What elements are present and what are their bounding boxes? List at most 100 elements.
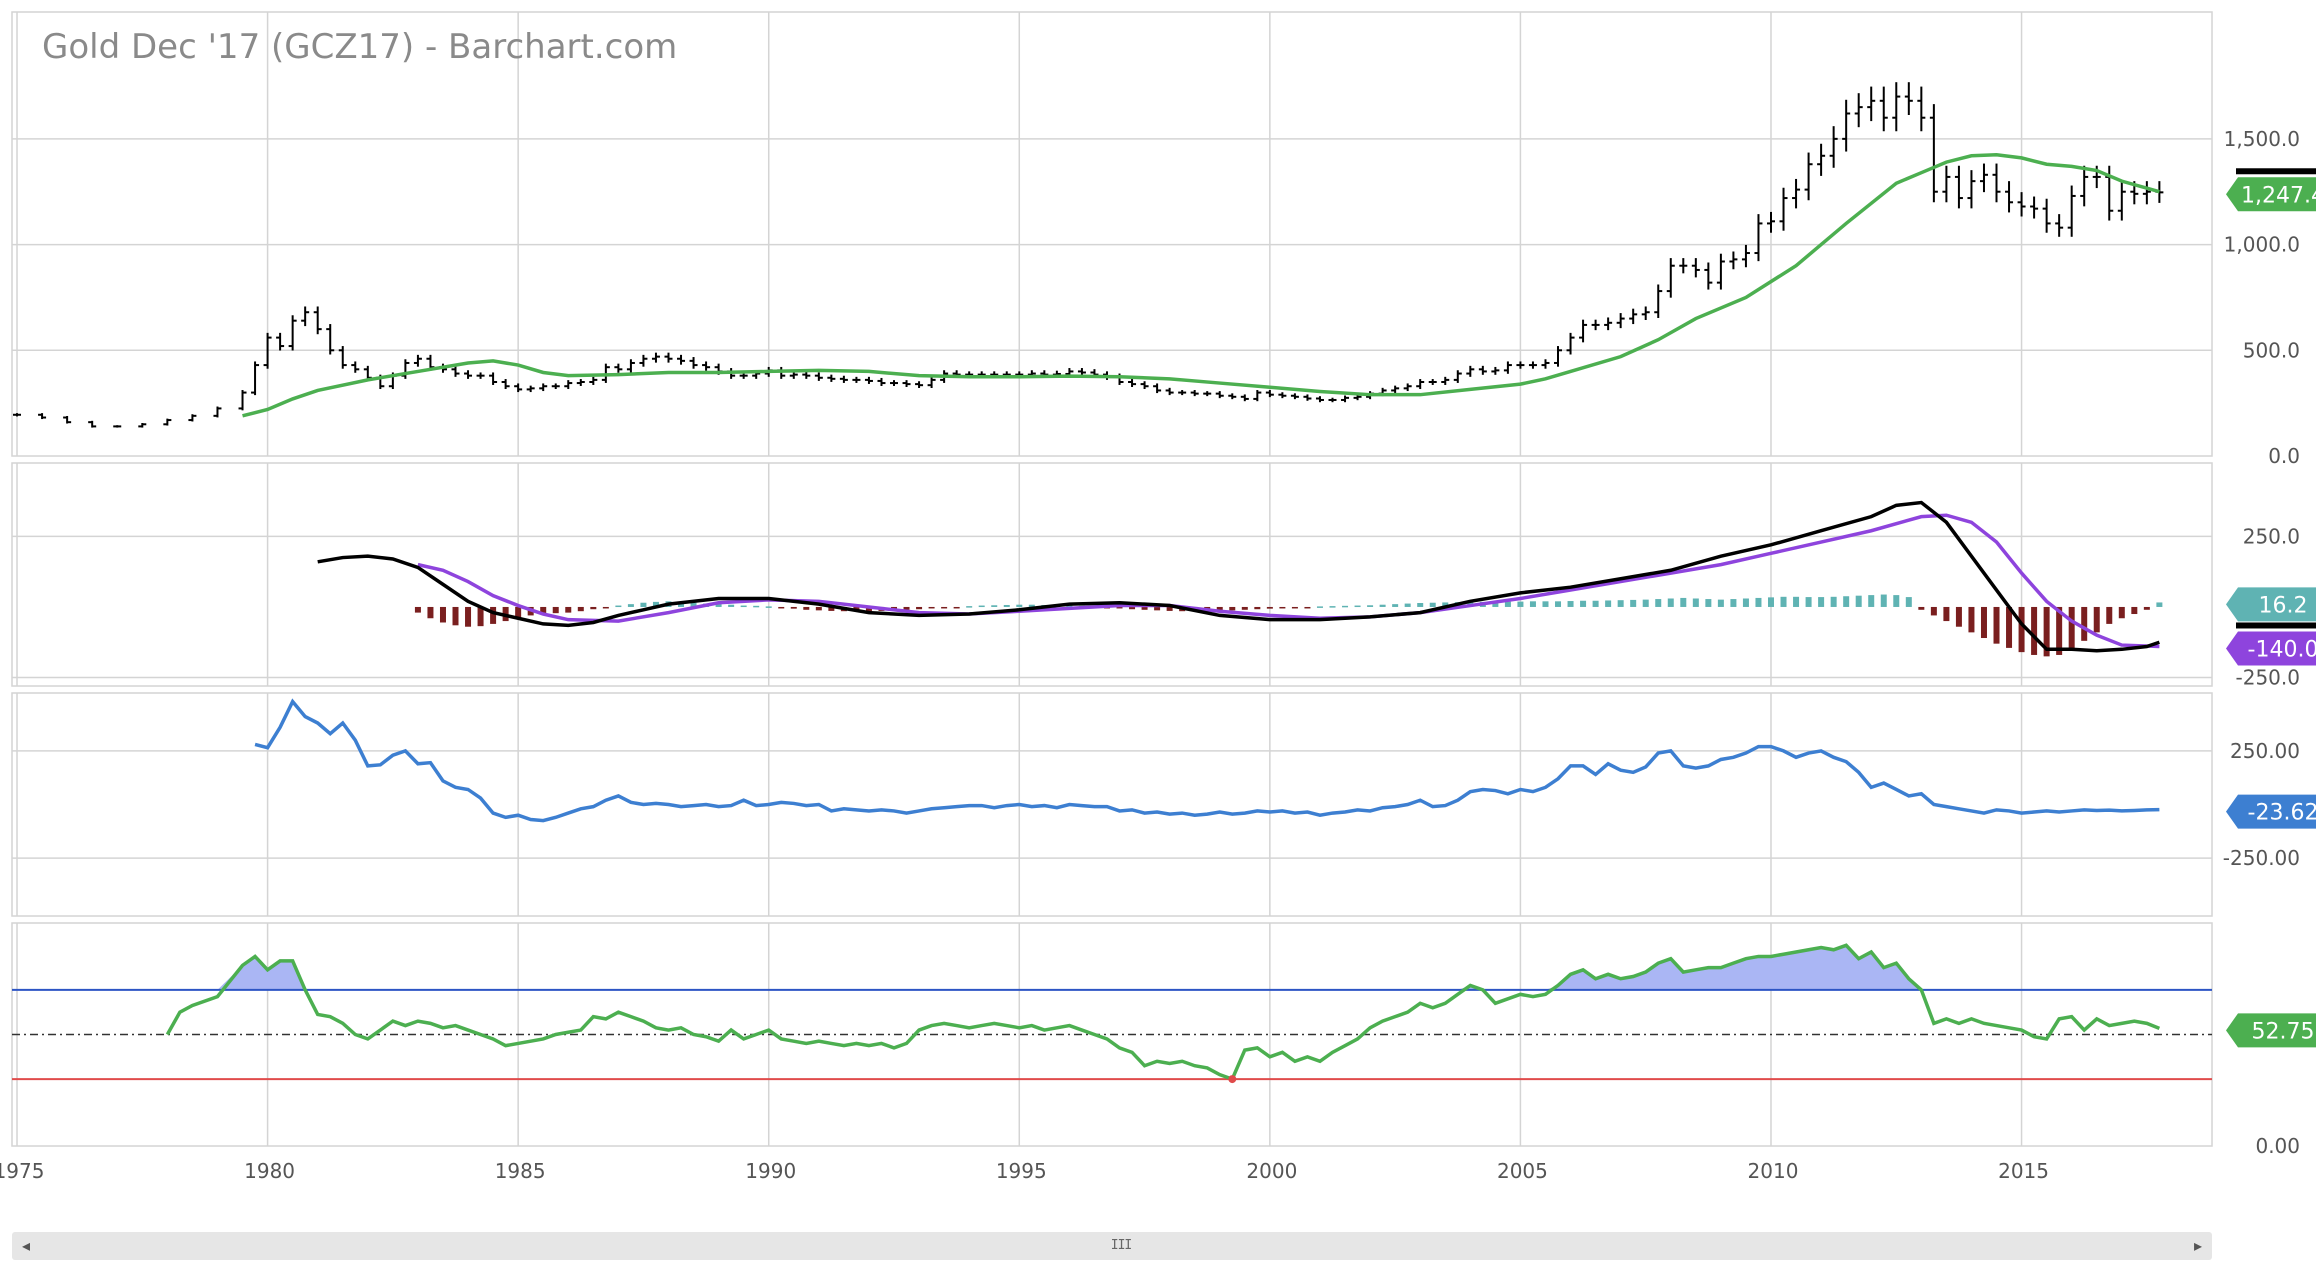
macd-histogram-bar	[1141, 606, 1148, 610]
macd-histogram-bar	[953, 606, 960, 609]
macd-histogram-bar	[1730, 599, 1737, 607]
macd-histogram-bar	[1767, 597, 1774, 607]
macd-histogram-bar	[1943, 606, 1950, 622]
macd-signal-tag: -140.0	[2226, 631, 2316, 666]
x-tick-label: 2005	[1497, 1159, 1548, 1183]
cci-pane-frame	[11, 692, 2213, 917]
macd-histogram-bar	[1367, 605, 1374, 607]
x-tick-label: 1985	[495, 1159, 546, 1183]
x-tick-label: 1990	[745, 1159, 796, 1183]
y-tick-label: 250.00	[2230, 739, 2300, 763]
macd-histogram-bar	[2018, 606, 2025, 653]
macd-signal-line	[417, 513, 2160, 649]
scroll-left-arrow-icon[interactable]: ◂	[21, 1236, 31, 1255]
macd-histogram-bar	[1066, 605, 1073, 607]
macd-histogram-bar	[2131, 606, 2138, 615]
macd-signal-tag-label: -140.0	[2248, 637, 2316, 662]
macd-histogram-bar	[1705, 599, 1712, 607]
y-tick-label: -250.0	[2236, 666, 2300, 690]
macd-histogram-bar	[778, 606, 785, 609]
macd-histogram-bar	[690, 602, 697, 607]
macd-histogram-bar	[2143, 606, 2150, 610]
macd-histogram-bar	[590, 606, 597, 610]
macd-histogram-bar	[1329, 606, 1336, 608]
scroll-right-arrow-icon[interactable]: ▸	[2193, 1236, 2203, 1255]
cci-tag-shape	[2226, 794, 2316, 829]
rsi-tag: 52.75	[2226, 1013, 2316, 1048]
macd-histogram-bar	[1655, 599, 1662, 607]
macd-histogram-bar	[1830, 596, 1837, 607]
macd-hist-tag-shape	[2226, 587, 2316, 622]
macd-histogram-bar	[865, 606, 872, 612]
macd-histogram-bar	[1905, 597, 1912, 607]
macd-histogram-bar	[1592, 600, 1599, 607]
x-tick-label: 1980	[244, 1159, 295, 1183]
macd-histogram-bar	[1642, 599, 1649, 607]
macd-histogram-bar	[1404, 603, 1411, 607]
rsi-tag-shape	[2226, 1013, 2316, 1048]
macd-histogram-bar	[1016, 604, 1023, 607]
last-price-tag-label: 1,247.4	[2241, 183, 2316, 208]
macd-histogram-bar	[1166, 606, 1173, 611]
macd-histogram-bar	[978, 605, 985, 608]
macd-histogram-bar	[1392, 604, 1399, 607]
time-scrollbar[interactable]: ◂ III ▸	[12, 1232, 2212, 1260]
macd-histogram-bar	[2068, 606, 2075, 650]
macd-histogram-bar	[1542, 601, 1549, 607]
macd-histogram-bar	[1291, 606, 1298, 609]
macd-histogram-bar	[652, 601, 659, 607]
macd-histogram-bar	[602, 606, 609, 609]
x-tick-label: 2010	[1748, 1159, 1799, 1183]
macd-hist-tag-label: 16.2	[2259, 593, 2308, 618]
x-tick-label: 2015	[1998, 1159, 2049, 1183]
y-tick-label: 0.00	[2255, 1134, 2300, 1158]
ohlc-bars	[13, 82, 2164, 428]
macd-histogram-bar	[765, 606, 772, 608]
macd-histogram-bar	[1980, 606, 1987, 639]
macd-histogram-bar	[1354, 605, 1361, 608]
macd-histogram-bar	[2156, 602, 2163, 607]
macd-histogram-bar	[1880, 594, 1887, 607]
x-tick-label: 1975	[0, 1159, 44, 1183]
macd-histogram-bar	[2043, 606, 2050, 657]
macd-histogram-bar	[2106, 606, 2113, 624]
macd-histogram-bar	[2081, 606, 2088, 641]
y-tick-label: 0.0	[2268, 444, 2300, 468]
macd-histogram-bar	[1442, 602, 1449, 607]
macd-histogram-bar	[477, 606, 484, 627]
macd-histogram-bar	[1254, 606, 1261, 610]
macd-histogram-bar	[2093, 606, 2100, 633]
macd-histogram-bar	[1955, 606, 1962, 627]
macd-histogram-bar	[1680, 597, 1687, 607]
macd-line-marker	[2236, 622, 2316, 629]
macd-histogram-bar	[966, 606, 973, 608]
macd-histogram-bar	[1504, 601, 1511, 607]
macd-histogram-bar	[1617, 600, 1624, 607]
macd-histogram-bar	[1930, 606, 1937, 616]
macd-histogram-bar	[515, 606, 522, 619]
rsi-line	[165, 943, 2161, 1082]
macd-histogram-bar	[1304, 606, 1311, 609]
y-tick-label: 1,500.0	[2224, 127, 2300, 151]
macd-histogram-bar	[740, 605, 747, 608]
macd-histogram-bar	[1893, 595, 1900, 607]
macd-histogram-bar	[1605, 600, 1612, 607]
last-price-tag-shape	[2226, 177, 2316, 212]
macd-histogram-bar	[1154, 606, 1161, 611]
macd-histogram-bar	[640, 602, 647, 607]
macd-histogram-bar	[540, 606, 547, 615]
macd-histogram-bar	[1918, 606, 1925, 610]
macd-histogram-bar	[1229, 606, 1236, 611]
macd-histogram-bar	[452, 606, 459, 626]
price-pane-frame	[11, 11, 2213, 457]
macd-histogram-bar	[1342, 605, 1349, 608]
cci-tag: -23.62	[2226, 794, 2316, 829]
macd-histogram-bar	[903, 606, 910, 610]
chart-title: Gold Dec '17 (GCZ17) - Barchart.com	[42, 27, 677, 67]
macd-histogram-bar	[828, 606, 835, 611]
macd-histogram-bar	[627, 604, 634, 607]
macd-histogram-bar	[1780, 596, 1787, 607]
macd-hist-tag: 16.2	[2226, 587, 2316, 622]
scrollbar-thumb[interactable]: III	[1110, 1238, 1132, 1253]
